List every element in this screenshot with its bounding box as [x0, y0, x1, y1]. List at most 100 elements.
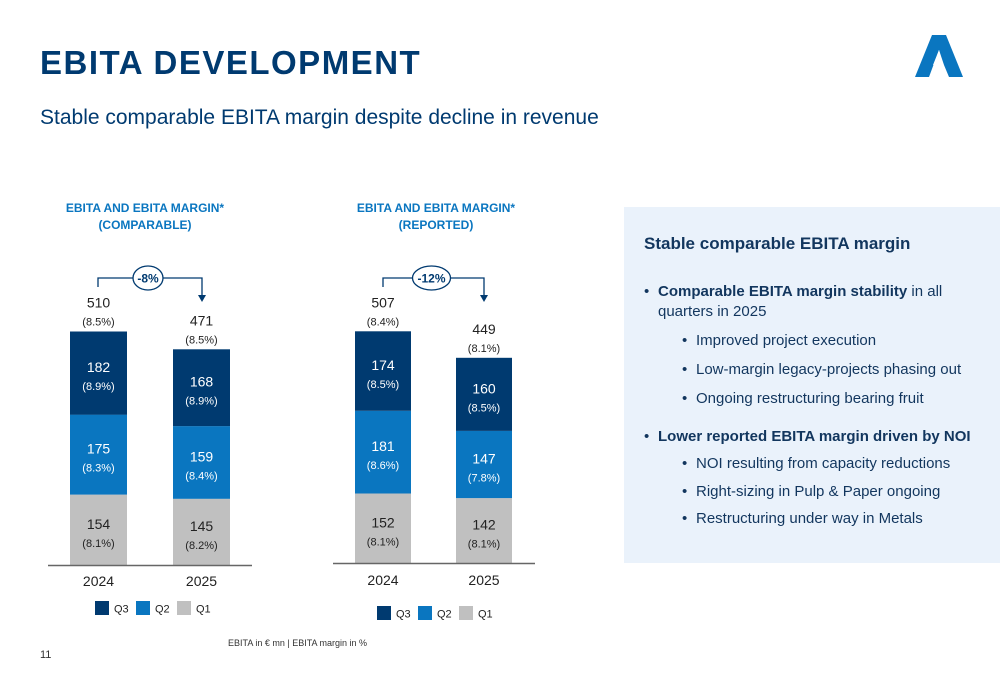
bullet-text-cont: quarters in 2025: [658, 303, 767, 320]
bar-margin-label: (7.8%): [468, 473, 500, 485]
bar-total-margin-label: (8.1%): [468, 343, 500, 355]
chart-title-line2: (COMPARABLE): [98, 218, 192, 232]
sub-bullet: • Low-margin legacy-projects phasing out: [682, 360, 962, 380]
sub-bullet: • NOI resulting from capacity reductions: [682, 454, 951, 474]
bar-segment-q3-2024: [70, 331, 127, 415]
chart-reported-title: EBITA AND EBITA MARGIN* (REPORTED): [306, 200, 566, 234]
change-badge: [411, 265, 452, 291]
bar-margin-label: (8.5%): [468, 402, 500, 414]
bar-total-label: 449: [472, 321, 496, 337]
change-arrow-icon: [480, 295, 488, 302]
change-connector-line: [97, 277, 203, 296]
bar-margin-label: (8.9%): [185, 396, 217, 408]
page-subtitle: Stable comparable EBITA margin despite d…: [40, 106, 599, 129]
bar-margin-label: (8.9%): [82, 381, 114, 393]
sub-bullet-text: NOI resulting from capacity reductions: [696, 455, 951, 472]
bar-segment-q3-2025: [173, 349, 230, 427]
page-title: EBITA DEVELOPMENT: [40, 44, 422, 81]
legend-label-q2: Q2: [437, 609, 452, 621]
bar-total-label: 471: [190, 312, 214, 328]
bullet-dot-icon: •: [682, 483, 688, 500]
bar-value-label: 145: [190, 518, 214, 534]
bar-margin-label: (8.1%): [82, 538, 114, 550]
bar-total-margin-label: (8.5%): [185, 334, 217, 346]
bar-total-label: 510: [87, 294, 111, 310]
sub-bullet-text: Right-sizing in Pulp & Paper ongoing: [696, 483, 941, 500]
sub-bullet: • Right-sizing in Pulp & Paper ongoing: [682, 482, 941, 502]
bullet-dot-icon: •: [682, 361, 688, 378]
chart-comparable-title: EBITA AND EBITA MARGIN* (COMPARABLE): [15, 200, 275, 234]
legend-swatch-q1: [177, 601, 191, 615]
sub-bullet: • Ongoing restructuring bearing fruit: [682, 389, 924, 409]
x-tick-label: 2024: [367, 572, 398, 588]
bar-segment-q3-2025: [456, 357, 512, 431]
bar-value-label: 175: [87, 441, 111, 457]
x-tick-label: 2025: [468, 572, 499, 588]
bullet-dot-icon: •: [682, 510, 688, 527]
legend-label-q3: Q3: [114, 604, 129, 616]
bar-value-label: 142: [472, 517, 496, 533]
panel-heading: Stable comparable EBITA margin: [644, 234, 911, 253]
x-tick-label: 2025: [186, 573, 217, 589]
bar-value-label: 152: [371, 514, 395, 530]
bullet-text: in all: [907, 283, 943, 300]
sub-bullet-text: Restructuring under way in Metals: [696, 510, 923, 527]
change-arrow-icon: [198, 295, 206, 302]
change-label: -12%: [417, 272, 445, 286]
legend-swatch-q1: [459, 606, 473, 620]
bullet-main-1: • Comparable EBITA margin stability in a…: [644, 282, 988, 322]
page-number: 11: [40, 649, 52, 661]
change-connector-line: [382, 277, 485, 296]
legend-label-q1: Q1: [196, 604, 211, 616]
bar-segment-q1-2025: [173, 498, 230, 565]
bar-segment-q2-2024: [70, 414, 127, 495]
bar-margin-label: (8.2%): [185, 540, 217, 552]
bar-total-label: 507: [371, 294, 395, 310]
bar-segment-q1-2025: [456, 498, 512, 563]
bullet-dot-icon: •: [682, 332, 688, 349]
sub-bullet-text: Low-margin legacy-projects phasing out: [696, 361, 962, 378]
sub-bullet: • Improved project execution: [682, 331, 877, 351]
chart-title-line1: EBITA AND EBITA MARGIN*: [356, 201, 516, 215]
bar-segment-q2-2025: [173, 426, 230, 499]
bar-value-label: 174: [371, 357, 395, 373]
legend-swatch-q3: [95, 601, 109, 615]
bullet-dot-icon: •: [682, 455, 688, 472]
bar-segment-q2-2024: [355, 410, 411, 494]
bar-margin-label: (8.1%): [468, 539, 500, 551]
bar-margin-label: (8.5%): [367, 379, 399, 391]
bar-segment-q3-2024: [355, 331, 411, 411]
legend-swatch-q2: [136, 601, 150, 615]
sub-bullet-text: Ongoing restructuring bearing fruit: [696, 390, 924, 407]
legend-label-q1: Q1: [478, 609, 493, 621]
bar-margin-label: (8.1%): [367, 536, 399, 548]
legend-swatch-q2: [418, 606, 432, 620]
bar-margin-label: (8.4%): [185, 470, 217, 482]
bar-segment-q1-2024: [355, 493, 411, 563]
change-badge: [132, 265, 164, 291]
bar-value-label: 181: [371, 438, 395, 454]
bar-total-margin-label: (8.4%): [367, 316, 399, 328]
bar-total-margin-label: (8.5%): [82, 316, 114, 328]
bullet-dot-icon: •: [644, 428, 650, 445]
bar-value-label: 160: [472, 380, 496, 396]
bar-margin-label: (8.3%): [82, 463, 114, 475]
sub-bullet-text: Improved project execution: [696, 332, 877, 349]
legend-label-q3: Q3: [396, 609, 411, 621]
company-logo-icon: [915, 35, 963, 77]
legend-swatch-q3: [377, 606, 391, 620]
bar-value-label: 168: [190, 374, 214, 390]
footnote: EBITA in € mn | EBITA margin in %: [228, 638, 368, 648]
chart-title-line1: EBITA AND EBITA MARGIN*: [65, 201, 225, 215]
bullet-dot-icon: •: [644, 283, 650, 300]
bullet-main-2: • Lower reported EBITA margin driven by …: [644, 427, 971, 447]
bullet-bold-text: Lower reported EBITA margin driven by NO…: [658, 428, 971, 445]
bullet-bold-text: Comparable EBITA margin stability: [658, 283, 908, 300]
key-takeaways-panel: Stable comparable EBITA margin • Compara…: [624, 207, 1000, 563]
bar-margin-label: (8.6%): [367, 460, 399, 472]
bar-value-label: 182: [87, 359, 111, 375]
bar-segment-q2-2025: [456, 430, 512, 499]
bar-value-label: 147: [472, 451, 496, 467]
sub-bullet: • Restructuring under way in Metals: [682, 509, 923, 529]
bar-value-label: 154: [87, 516, 111, 532]
